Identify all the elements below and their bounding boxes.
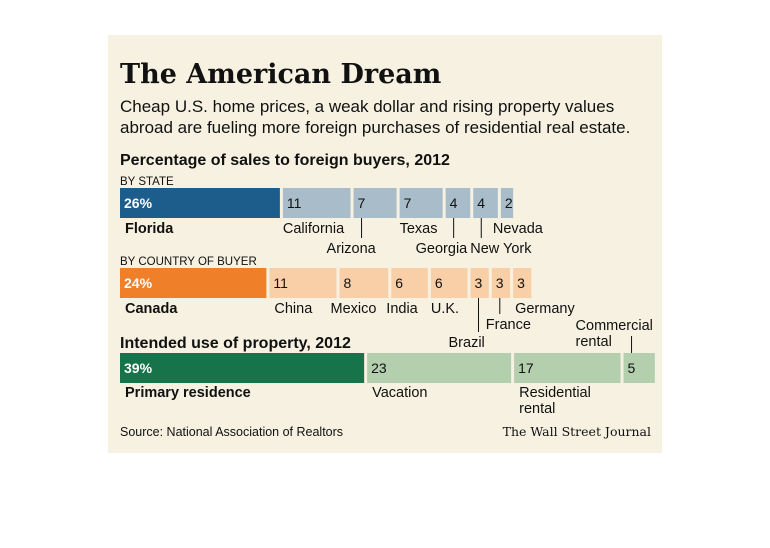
value-label-texas: 7 — [404, 195, 412, 211]
value-label-mexico: 8 — [344, 275, 352, 291]
bar-florida — [120, 188, 280, 218]
bar-vacation — [367, 353, 512, 383]
section-title-foreign-buyers: Percentage of sales to foreign buyers, 2… — [120, 152, 450, 169]
value-label-canada: 24% — [124, 275, 153, 291]
category-label-texas: Texas — [400, 221, 438, 237]
bar-france — [491, 268, 511, 298]
value-label-india: 6 — [395, 275, 403, 291]
value-label-florida: 26% — [124, 195, 153, 211]
bar-commercial-rental — [623, 353, 655, 383]
bar-arizona — [353, 188, 397, 218]
bar-group-by-state: 26% Florida 11 California 7 Arizona 7 Texas 4 Geo… — [120, 188, 544, 257]
value-label-brazil: 3 — [475, 275, 483, 291]
bar-china — [269, 268, 337, 298]
value-label-primary-residence: 39% — [124, 360, 153, 376]
category-label-u-k: U.K. — [431, 301, 459, 317]
value-label-georgia: 4 — [450, 195, 458, 211]
category-label-brazil: Brazil — [449, 335, 485, 351]
bar-canada — [120, 268, 267, 298]
value-label-germany: 3 — [517, 275, 525, 291]
bar-germany — [513, 268, 532, 298]
category-label-arizona: Arizona — [327, 241, 377, 257]
chart-subtitle-line1: Cheap U.S. home prices, a weak dollar an… — [120, 97, 614, 116]
section-label-by-country: BY COUNTRY OF BUYER — [120, 256, 257, 268]
bar-residential-rental — [514, 353, 621, 383]
category-label-india: India — [386, 301, 418, 317]
value-label-u-k: 6 — [435, 275, 443, 291]
value-label-nevada: 2 — [505, 195, 513, 211]
value-label-vacation: 23 — [371, 360, 387, 376]
bar-mexico — [339, 268, 389, 298]
chart-title: The American Dream — [120, 59, 441, 90]
source-note: Source: National Association of Realtors — [120, 425, 343, 439]
value-label-new-york: 4 — [477, 195, 485, 211]
value-label-california: 11 — [287, 195, 302, 211]
category-label-residential-rental: Residential — [519, 385, 591, 401]
category-label-china: China — [274, 301, 313, 317]
category-label-commercial-rental-line2: rental — [576, 334, 612, 350]
category-label-france: France — [486, 317, 531, 333]
category-label-georgia: Georgia — [416, 241, 469, 257]
category-label-florida: Florida — [125, 221, 174, 237]
chart-subtitle-line2: abroad are fueling more foreign purchase… — [120, 118, 630, 137]
category-label-primary-residence: Primary residence — [125, 385, 251, 401]
category-label-vacation: Vacation — [372, 385, 427, 401]
bar-nevada — [500, 188, 514, 218]
category-label-mexico: Mexico — [331, 301, 377, 317]
category-label-germany: Germany — [515, 301, 575, 317]
value-label-france: 3 — [496, 275, 504, 291]
bar-california — [282, 188, 351, 218]
category-label-nevada: Nevada — [493, 221, 544, 237]
category-label-canada: Canada — [125, 301, 178, 317]
bar-group-by-country: 24% Canada 11 China 8 Mexico 6 India 6 U.K. 3 Brazi… — [120, 268, 575, 351]
bar-u-k — [430, 268, 468, 298]
publisher-credit: The Wall Street Journal — [503, 424, 651, 439]
bar-texas — [399, 188, 443, 218]
bar-india — [391, 268, 428, 298]
value-label-residential-rental: 17 — [518, 360, 534, 376]
category-label-new-york: New York — [470, 241, 532, 257]
chart-panel: The American Dream Cheap U.S. home price… — [108, 35, 662, 453]
bar-georgia — [445, 188, 471, 218]
category-label-commercial-rental: Commercial — [576, 318, 653, 334]
bar-group-intended-use: 39% Primary residence 23 Vacation 17 Resident… — [120, 318, 655, 417]
category-label-california: California — [283, 221, 345, 237]
section-label-by-state: BY STATE — [120, 176, 174, 188]
section-title-intended-use: Intended use of property, 2012 — [120, 335, 351, 352]
value-label-arizona: 7 — [358, 195, 366, 211]
bar-new-york — [473, 188, 498, 218]
value-label-china: 11 — [273, 275, 288, 291]
value-label-commercial-rental: 5 — [628, 360, 636, 376]
chart-svg: The American Dream Cheap U.S. home price… — [120, 59, 655, 439]
bar-brazil — [470, 268, 489, 298]
bar-primary-residence — [120, 353, 365, 383]
category-label-residential-rental-line2: rental — [519, 401, 555, 417]
